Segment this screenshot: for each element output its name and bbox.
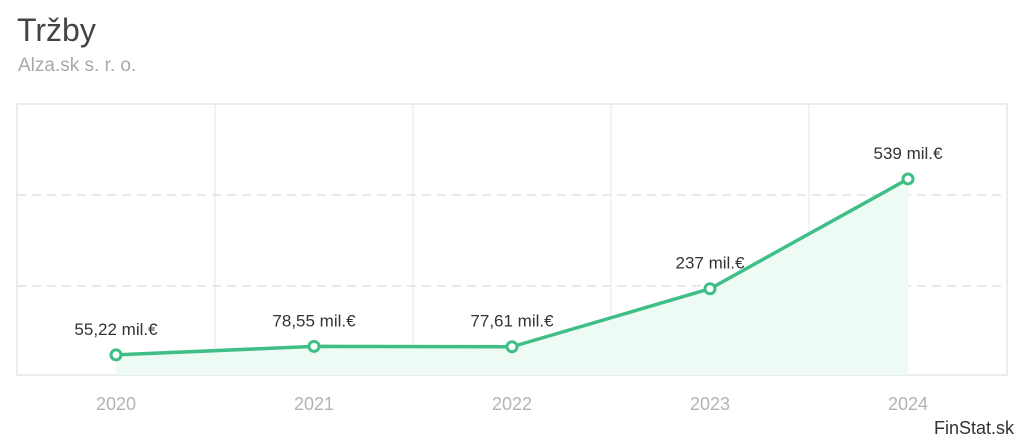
- data-point-2022: [505, 340, 519, 354]
- data-points: [109, 172, 915, 362]
- data-label-2020: 55,22 mil.€: [74, 320, 158, 339]
- x-tick-label: 2020: [96, 394, 136, 414]
- chart-subtitle: Alza.sk s. r. o.: [18, 55, 137, 76]
- chart-title: Tržby: [17, 12, 96, 48]
- x-axis-ticks: 2020 2021 2022 2023 2024: [96, 394, 928, 414]
- series-area: [116, 178, 908, 375]
- data-label-2023: 237 mil.€: [676, 254, 746, 273]
- data-labels: 55,22 mil.€ 78,55 mil.€ 77,61 mil.€ 237 mil…: [74, 144, 943, 339]
- data-label-2021: 78,55 mil.€: [272, 311, 356, 330]
- data-point-2023: [703, 282, 717, 296]
- data-point-2020: [109, 348, 123, 362]
- data-label-2024: 539 mil.€: [874, 144, 944, 163]
- x-tick-label: 2022: [492, 394, 532, 414]
- x-tick-label: 2024: [888, 394, 928, 414]
- data-point-2021: [307, 339, 321, 353]
- x-tick-label: 2023: [690, 394, 730, 414]
- data-point-2024: [901, 172, 915, 186]
- x-tick-label: 2021: [294, 394, 334, 414]
- source-credit: FinStat.sk: [933, 418, 1014, 438]
- data-label-2022: 77,61 mil.€: [470, 312, 554, 331]
